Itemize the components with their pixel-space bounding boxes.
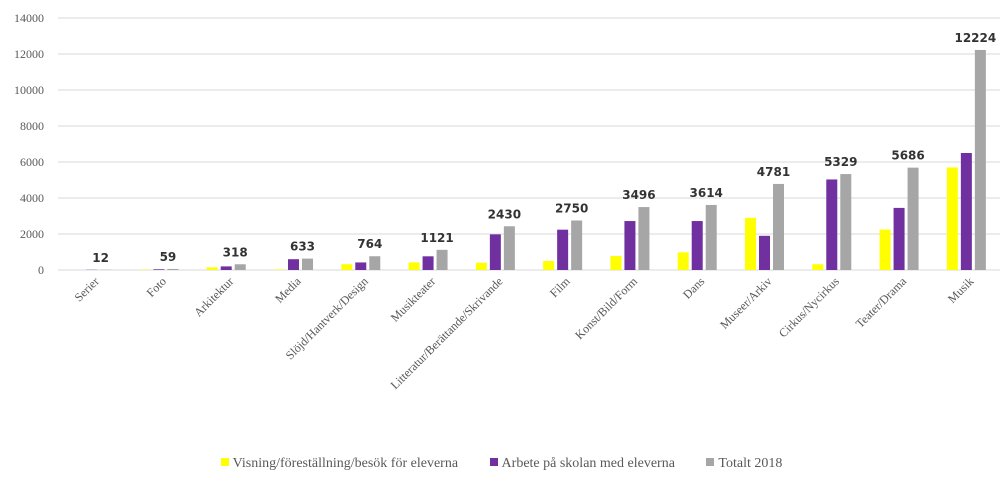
legend-label: Visning/föreställning/besök för eleverna	[232, 456, 459, 471]
x-category-label: Foto	[144, 274, 169, 299]
legend-swatch	[706, 458, 715, 466]
bar-totalt	[369, 256, 381, 270]
data-label: 59	[160, 250, 177, 264]
bar-visning	[745, 217, 756, 270]
legend: Visning/föreställning/besök för eleverna…	[0, 456, 1003, 472]
bar-visning	[543, 261, 555, 270]
bar-visning	[812, 264, 824, 270]
legend-item-visning: Visning/föreställning/besök för eleverna	[220, 456, 459, 472]
x-category-label: Musikteater	[388, 274, 438, 324]
bar-totalt	[974, 49, 986, 270]
data-label: 12224	[954, 31, 996, 45]
bar-arbete	[288, 259, 299, 270]
x-category-label: Arkitektur	[191, 274, 236, 319]
y-tick-label: 0	[38, 263, 44, 277]
bar-totalt	[907, 167, 919, 270]
y-axis-ticks: 0 2000 4000 6000 8000 10000 12000 14000	[14, 11, 44, 277]
bar-totalt	[436, 249, 448, 270]
data-label: 1121	[420, 231, 453, 245]
legend-label: Totalt 2018	[718, 456, 783, 471]
gridlines	[58, 17, 1000, 271]
bar-totalt	[503, 226, 515, 270]
data-label: 3496	[622, 188, 655, 202]
x-category-label: Film	[547, 274, 573, 300]
bar-visning	[610, 255, 622, 270]
bar-arbete	[220, 266, 232, 270]
y-tick-label: 6000	[20, 155, 44, 169]
data-label: 318	[223, 245, 248, 259]
data-label: 2750	[555, 202, 588, 216]
x-category-label: Cirkus/Nycirkus	[776, 274, 842, 340]
y-tick-label: 14000	[14, 11, 44, 25]
bar-arbete	[557, 229, 569, 270]
bar-visning	[879, 229, 891, 270]
x-category-label: Konst/Bild/Form	[572, 274, 640, 342]
y-tick-label: 2000	[20, 227, 44, 241]
bar-visning	[274, 269, 285, 270]
data-label: 4781	[757, 165, 790, 179]
data-label: 5686	[891, 149, 924, 163]
data-label: 633	[290, 240, 315, 254]
bar-arbete	[153, 269, 165, 270]
x-category-label: Musik	[945, 274, 977, 306]
bar-arbete	[355, 262, 367, 270]
bar-arbete	[691, 221, 703, 270]
legend-item-arbete: Arbete på skolan med eleverna	[489, 456, 675, 472]
data-label: 3614	[690, 186, 723, 200]
bar-visning	[341, 264, 353, 270]
x-category-label: Serier	[72, 274, 102, 304]
bar-visning	[206, 267, 218, 270]
bar-arbete	[489, 234, 501, 270]
bar-arbete	[960, 153, 972, 270]
bar-totalt	[705, 204, 717, 270]
bar-totalt	[840, 174, 852, 270]
legend-label: Arbete på skolan med eleverna	[501, 456, 675, 471]
bar-arbete	[893, 207, 905, 270]
bar-arbete	[422, 256, 434, 270]
x-category-label: Teater/Drama	[853, 274, 910, 331]
bar-arbete	[826, 179, 838, 270]
data-label: 12	[92, 251, 109, 265]
y-tick-label: 4000	[20, 191, 44, 205]
bar-totalt	[571, 220, 583, 270]
data-label: 2430	[488, 207, 521, 221]
bar-totalt	[234, 264, 246, 270]
y-tick-label: 8000	[20, 119, 44, 133]
bar-totalt	[302, 258, 313, 270]
x-axis-categories: Serier Foto Arkitektur MediaSlöjd/Hantverk/…	[72, 274, 977, 392]
data-label: 764	[357, 237, 382, 251]
bar-totalt	[773, 183, 784, 270]
x-category-label: Dans	[680, 274, 708, 302]
bar-visning	[475, 262, 487, 270]
x-category-label: Media	[272, 274, 304, 306]
x-category-label: Museer/Arkiv	[717, 274, 775, 332]
legend-swatch	[489, 458, 498, 466]
data-labels: 12 59 318 633 764 1121 2430 2750 3496 3614 4781 532…	[92, 31, 996, 265]
bar-totalt	[167, 268, 179, 270]
bar-visning	[408, 262, 420, 270]
y-tick-label: 12000	[14, 47, 44, 61]
x-category-label: Litteratur/Berättande/Skrivande	[388, 274, 506, 392]
bar-visning	[677, 252, 689, 270]
legend-item-totalt: Totalt 2018	[706, 456, 782, 472]
bar-totalt	[638, 207, 650, 270]
data-label: 5329	[824, 155, 857, 169]
bar-arbete	[624, 221, 636, 270]
y-tick-label: 10000	[14, 83, 44, 97]
legend-swatch	[220, 458, 229, 466]
bar-visning	[946, 167, 958, 270]
bars	[86, 49, 986, 270]
bar-arbete	[759, 235, 770, 270]
